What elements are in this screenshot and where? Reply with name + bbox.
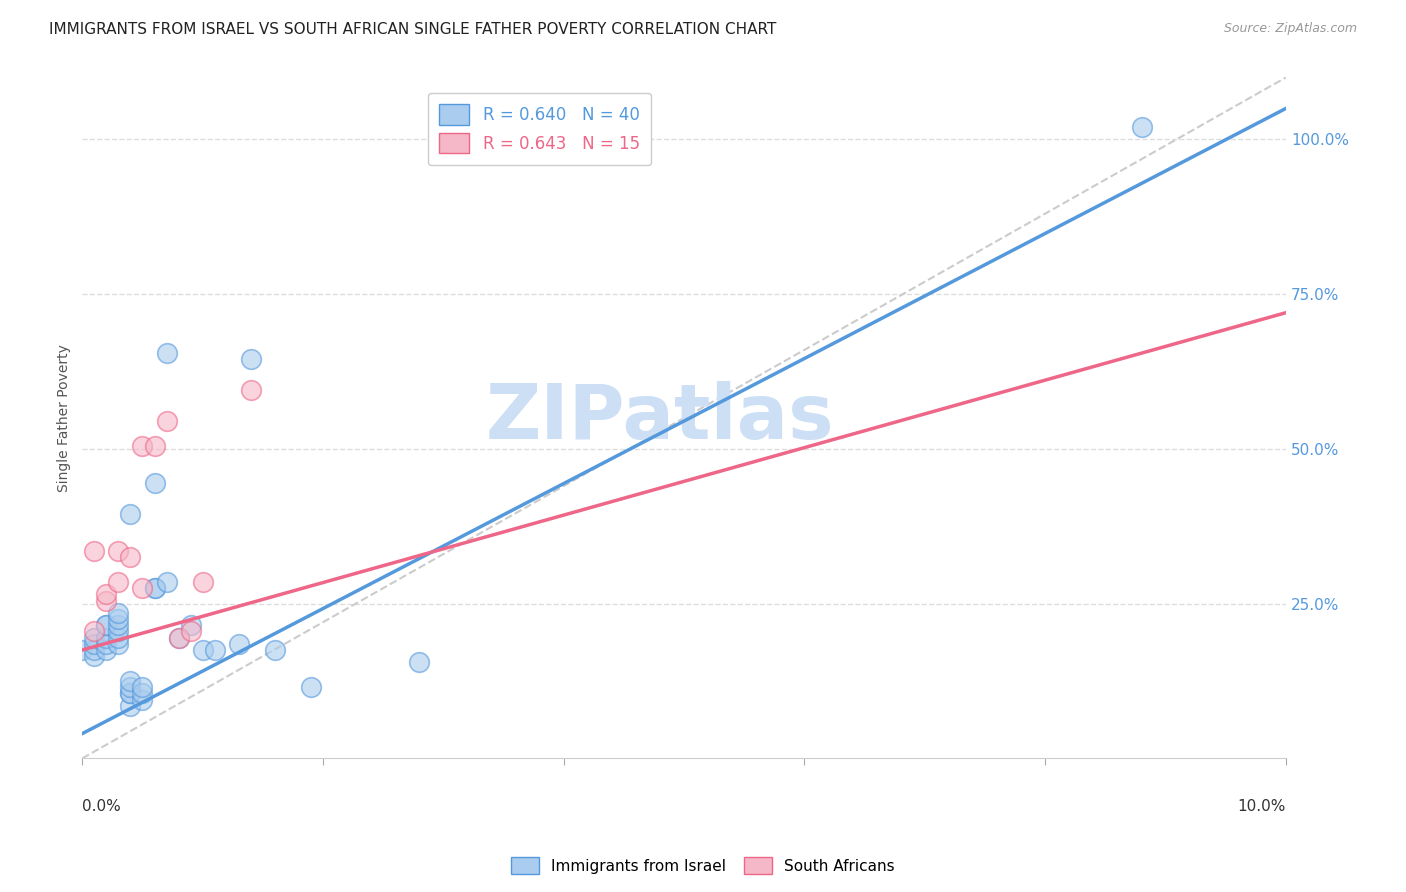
Point bbox=[107, 574, 129, 589]
Point bbox=[96, 587, 118, 601]
Point bbox=[83, 624, 105, 639]
Point bbox=[191, 574, 214, 589]
Point bbox=[204, 643, 226, 657]
Point bbox=[107, 612, 129, 626]
Point bbox=[107, 637, 129, 651]
Text: Source: ZipAtlas.com: Source: ZipAtlas.com bbox=[1223, 22, 1357, 36]
Point bbox=[83, 631, 105, 645]
Point bbox=[96, 637, 118, 651]
Point bbox=[107, 544, 129, 558]
Point bbox=[131, 692, 153, 706]
Point bbox=[107, 631, 129, 645]
Point bbox=[143, 439, 166, 453]
Point bbox=[120, 698, 142, 713]
Text: IMMIGRANTS FROM ISRAEL VS SOUTH AFRICAN SINGLE FATHER POVERTY CORRELATION CHART: IMMIGRANTS FROM ISRAEL VS SOUTH AFRICAN … bbox=[49, 22, 776, 37]
Point bbox=[191, 643, 214, 657]
Point bbox=[155, 414, 177, 428]
Point bbox=[155, 574, 177, 589]
Point bbox=[120, 507, 142, 521]
Point bbox=[143, 581, 166, 595]
Point bbox=[1130, 120, 1153, 134]
Point bbox=[239, 383, 262, 397]
Point bbox=[120, 550, 142, 565]
Point bbox=[83, 544, 105, 558]
Text: 10.0%: 10.0% bbox=[1237, 799, 1286, 814]
Point bbox=[143, 581, 166, 595]
Point bbox=[155, 346, 177, 360]
Point bbox=[131, 680, 153, 694]
Legend: Immigrants from Israel, South Africans: Immigrants from Israel, South Africans bbox=[505, 851, 901, 880]
Point bbox=[143, 475, 166, 490]
Point bbox=[83, 643, 105, 657]
Point bbox=[120, 673, 142, 688]
Point bbox=[120, 680, 142, 694]
Point bbox=[96, 631, 118, 645]
Text: 0.0%: 0.0% bbox=[83, 799, 121, 814]
Legend: R = 0.640   N = 40, R = 0.643   N = 15: R = 0.640 N = 40, R = 0.643 N = 15 bbox=[427, 93, 651, 165]
Point bbox=[299, 680, 322, 694]
Point bbox=[83, 637, 105, 651]
Point bbox=[180, 624, 202, 639]
Point bbox=[107, 618, 129, 632]
Point bbox=[120, 686, 142, 700]
Point bbox=[96, 643, 118, 657]
Point bbox=[72, 643, 94, 657]
Point bbox=[107, 624, 129, 639]
Point bbox=[131, 439, 153, 453]
Point bbox=[131, 581, 153, 595]
Point bbox=[96, 593, 118, 607]
Point bbox=[96, 618, 118, 632]
Point bbox=[228, 637, 250, 651]
Point bbox=[408, 656, 430, 670]
Point bbox=[96, 618, 118, 632]
Point bbox=[107, 606, 129, 620]
Point bbox=[239, 352, 262, 367]
Point bbox=[264, 643, 287, 657]
Point bbox=[131, 686, 153, 700]
Point bbox=[167, 631, 190, 645]
Point bbox=[120, 686, 142, 700]
Point bbox=[83, 649, 105, 664]
Point bbox=[180, 618, 202, 632]
Text: ZIPatlas: ZIPatlas bbox=[485, 381, 834, 455]
Y-axis label: Single Father Poverty: Single Father Poverty bbox=[58, 344, 72, 491]
Point bbox=[167, 631, 190, 645]
